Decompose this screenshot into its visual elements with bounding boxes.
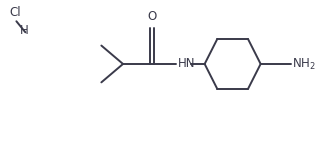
Text: HN: HN [178,57,196,70]
Text: NH$_2$: NH$_2$ [292,56,316,72]
Text: O: O [148,11,157,23]
Text: Cl: Cl [10,6,22,19]
Text: H: H [20,24,29,37]
